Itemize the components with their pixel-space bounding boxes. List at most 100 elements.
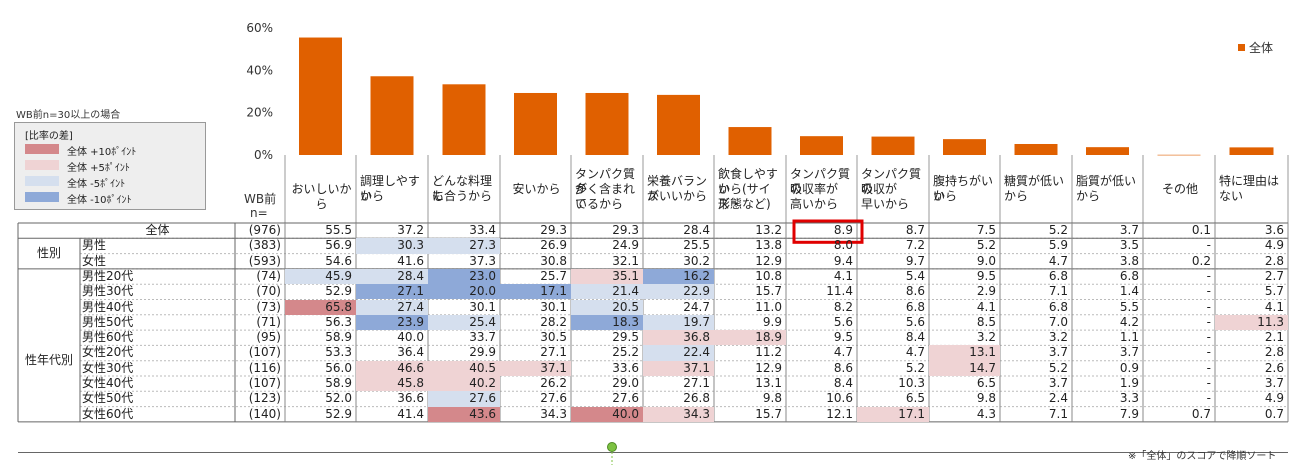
table-cell: 5.2 <box>905 360 925 375</box>
row-label: 男性50代 <box>82 314 134 329</box>
table-cell: 56.0 <box>325 360 352 375</box>
legend-swatch-minus5 <box>25 176 59 186</box>
table-cell: - <box>1206 238 1211 253</box>
table-cell: 4.7 <box>1048 253 1068 268</box>
group-label: 性別 <box>36 245 61 260</box>
table-cell: 18.3 <box>571 314 643 331</box>
column-header-1: から <box>360 189 385 203</box>
table-cell: 29.3 <box>540 223 567 237</box>
column-header-4: タンパク質が <box>575 166 636 196</box>
table-cell: - <box>1206 299 1211 314</box>
selection-handle[interactable] <box>607 442 617 452</box>
table-cell: 29.0 <box>612 376 639 390</box>
column-header-8: 早いから <box>861 196 910 211</box>
table-cell: 40.0 <box>571 406 643 422</box>
y-tick-label: 40% <box>246 63 273 77</box>
table-cell: 10.3 <box>898 376 925 390</box>
column-header-10: 糖質が低い <box>1004 174 1065 188</box>
table-cell: 7.1 <box>1048 406 1068 421</box>
table-cell: 25.7 <box>540 268 567 283</box>
row-base-n: (107) <box>248 345 281 360</box>
table-cell: 5.5 <box>1119 299 1139 314</box>
table-cell: 2.1 <box>1264 330 1284 345</box>
legend-label-minus10: 全体 -10ﾎﾟｲﾝﾄ <box>67 195 132 206</box>
table-cell: 3.7 <box>1119 223 1139 237</box>
table-cell: 5.9 <box>1048 238 1068 253</box>
table-cell: 8.9 <box>833 223 853 237</box>
table-cell: 3.7 <box>1048 376 1068 390</box>
table-cell: 45.8 <box>356 376 428 392</box>
bar-5 <box>657 94 700 155</box>
table-cell: 2.7 <box>1264 268 1284 283</box>
table-cell: 12.9 <box>755 253 782 268</box>
y-tick-label: 60% <box>246 21 273 35</box>
legend-swatch-minus10 <box>25 192 59 202</box>
table-cell: 30.2 <box>683 253 710 268</box>
table-cell: - <box>1206 284 1211 299</box>
column-header-9: 腹持ちがいい <box>933 174 994 203</box>
table-cell: 33.4 <box>469 223 496 237</box>
table-cell: 8.0 <box>833 238 853 253</box>
difference-legend: [比率の差] 全体 +10ﾎﾟｲﾝﾄ 全体 +5ﾎﾟｲﾝﾄ 全体 -5ﾎﾟｲﾝﾄ… <box>14 122 206 210</box>
row-base-n: (383) <box>248 238 281 253</box>
row-base-n: (71) <box>256 314 281 329</box>
table-cell: 22.9 <box>643 284 714 300</box>
table-cell: 9.4 <box>833 253 853 268</box>
table-cell: 52.9 <box>325 406 352 421</box>
table-cell: 29.3 <box>612 223 639 237</box>
row-base-n: (73) <box>256 299 281 314</box>
table-cell: 3.3 <box>1119 391 1139 406</box>
legend-label-series: 全体 <box>1249 40 1273 55</box>
table-cell: 45.9 <box>285 268 356 285</box>
row-label: 男性30代 <box>82 284 134 299</box>
table-cell: 20.0 <box>428 284 500 300</box>
table-cell: 29.5 <box>612 330 639 345</box>
legend-swatch-plus5 <box>25 160 59 170</box>
table-cell: 6.5 <box>976 376 996 390</box>
table-cell: 40.0 <box>397 330 424 345</box>
bar-9 <box>943 139 986 155</box>
table-cell: 5.4 <box>905 268 925 283</box>
table-cell: 15.7 <box>755 284 782 299</box>
row-base-n: (140) <box>248 406 281 421</box>
row-label: 女性20代 <box>82 345 134 360</box>
table-cell: 37.1 <box>643 360 714 376</box>
bar-13 <box>1229 147 1274 155</box>
column-header-13: ない <box>1219 189 1244 203</box>
table-cell: 4.3 <box>976 406 996 421</box>
table-cell: 36.6 <box>397 391 424 406</box>
table-cell: 4.9 <box>1264 391 1284 406</box>
row-label: 女性 <box>82 253 107 268</box>
table-cell: 15.7 <box>755 406 782 421</box>
table-cell: 27.6 <box>540 391 567 406</box>
column-header-10: から <box>1004 189 1029 203</box>
table-cell: 25.4 <box>428 314 500 331</box>
table-cell: 40.2 <box>428 376 500 392</box>
table-cell: 2.8 <box>1264 345 1284 360</box>
row-base-n: (107) <box>248 376 281 390</box>
table-cell: 23.0 <box>428 268 500 285</box>
table-cell: 9.0 <box>976 253 996 268</box>
table-cell: 19.7 <box>643 314 714 331</box>
row-label: 男性 <box>82 238 107 253</box>
table-cell: 8.4 <box>833 376 853 390</box>
table-cell: 6.8 <box>905 299 925 314</box>
table-cell: - <box>1206 360 1211 375</box>
table-cell: 21.4 <box>571 284 643 300</box>
table-cell: 2.8 <box>1264 253 1284 268</box>
bar-2 <box>442 84 486 155</box>
bar-3 <box>514 92 557 155</box>
table-cell: 58.9 <box>325 376 352 390</box>
table-cell: 56.9 <box>325 238 352 253</box>
column-header-0: おいしいから <box>291 181 352 211</box>
bar-11 <box>1086 147 1129 155</box>
legend-label-plus5: 全体 +5ﾎﾟｲﾝﾄ <box>67 163 130 174</box>
column-header-12: その他 <box>1161 181 1198 196</box>
legend-title: [比率の差] <box>25 131 73 142</box>
bar-8 <box>871 136 915 155</box>
row-base-n: (116) <box>248 360 281 375</box>
table-cell: 11.3 <box>1215 314 1288 331</box>
table-cell: 0.9 <box>1119 360 1139 375</box>
table-cell: 8.7 <box>905 223 925 237</box>
table-cell: 4.9 <box>1264 238 1284 253</box>
